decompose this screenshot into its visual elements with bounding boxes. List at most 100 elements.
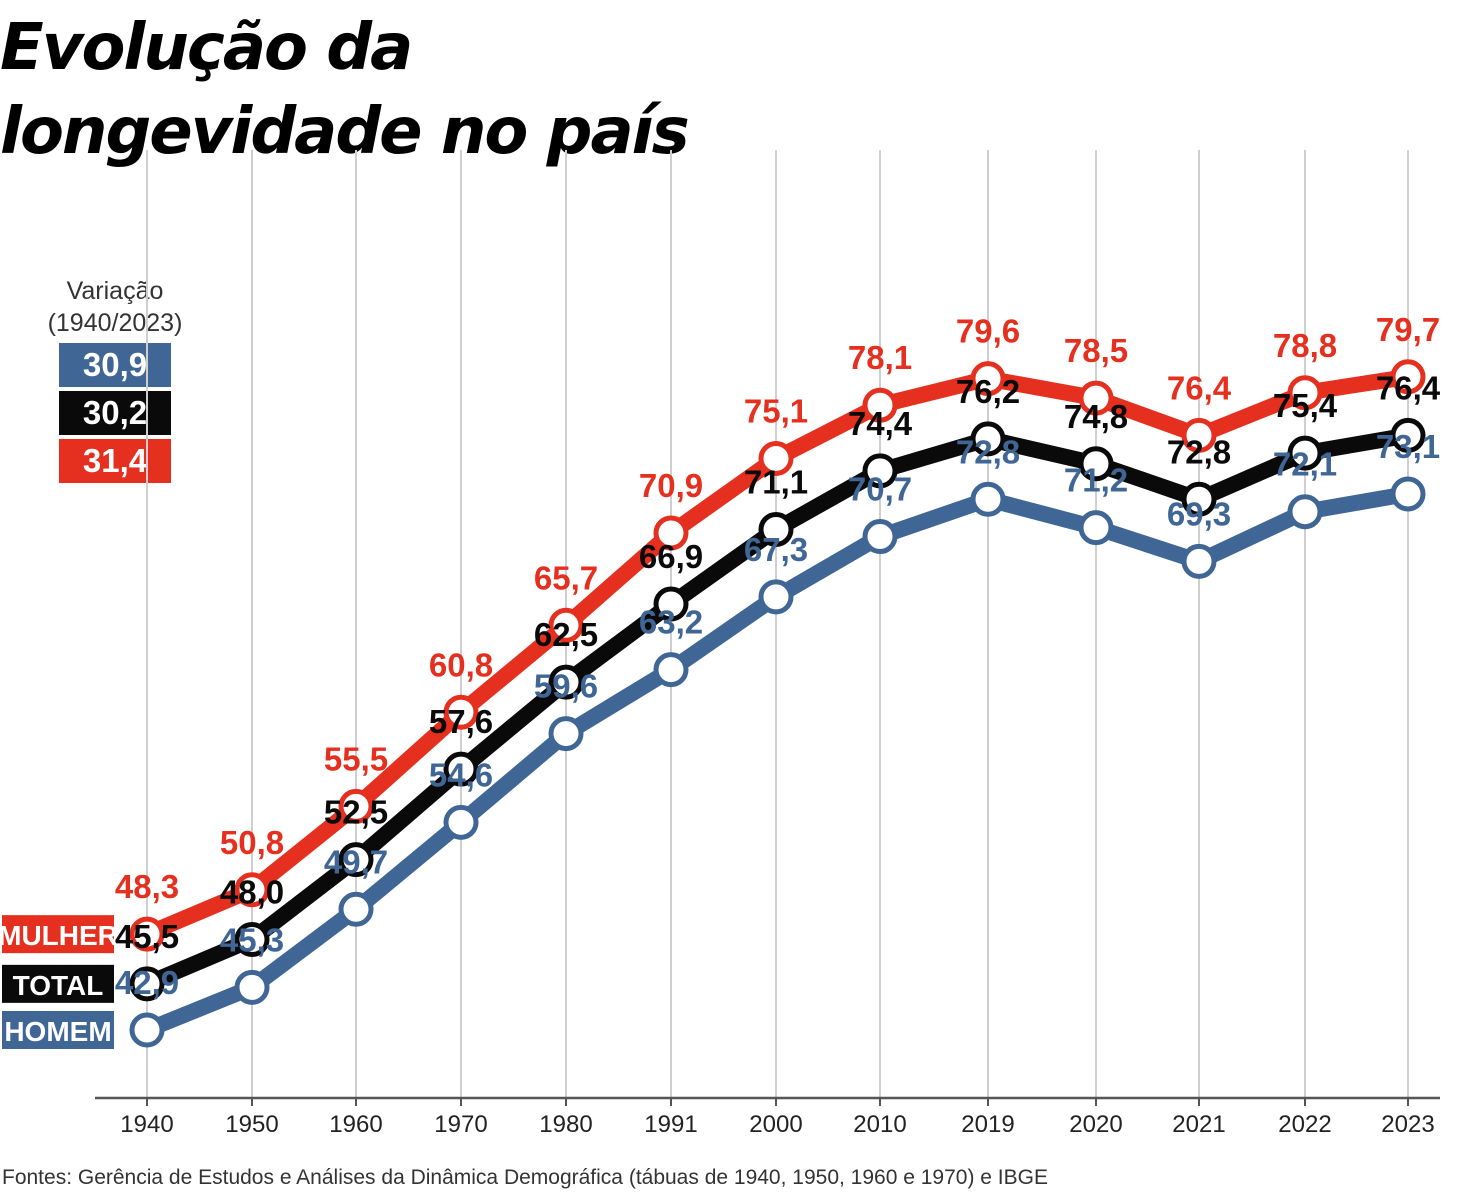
data-label-homem-2020: 71,2: [1064, 462, 1128, 499]
point-homem-1940: [129, 1012, 165, 1048]
title-line-2: longevidade no país: [0, 95, 690, 169]
series-tag-mulher: MULHER: [0, 920, 118, 951]
data-label-total-2019: 76,2: [956, 373, 1020, 410]
x-tick-label-2000: 2000: [749, 1111, 802, 1138]
variation-homem-badge: 30,9: [59, 343, 171, 387]
grid-layer: [146, 150, 1409, 1098]
data-label-homem-1980: 59,6: [534, 668, 598, 705]
data-label-layer: 48,3 50,8 55,5 60,8 65,7 70,9 75,1 78,1 79,6 78,5…: [115, 311, 1441, 1001]
point-mulher-2019: [970, 361, 1006, 397]
data-label-mulher-2020: 78,5: [1064, 332, 1128, 369]
point-total-1940: [129, 966, 165, 1002]
data-label-mulher-1980: 65,7: [534, 559, 598, 596]
point-homem-2010: [862, 519, 898, 555]
point-total-2022: [1287, 435, 1323, 471]
series-layer: [129, 359, 1426, 1048]
point-homem-1980: [548, 716, 584, 752]
point-homem-2000: [758, 579, 794, 615]
point-homem-2021: [1181, 543, 1217, 579]
data-label-homem-2022: 72,1: [1273, 446, 1337, 483]
x-tick-label-2023: 2023: [1381, 1111, 1434, 1138]
point-mulher-1980: [548, 607, 584, 643]
x-tick-label-1960: 1960: [329, 1111, 382, 1138]
data-label-total-2010: 74,4: [848, 405, 913, 442]
point-mulher-2010: [862, 387, 898, 423]
variation-total-badge: 30,2: [59, 391, 171, 435]
x-tick-label-2021: 2021: [1172, 1111, 1225, 1138]
source-note: Fontes: Gerência de Estudos e Análises d…: [2, 1166, 1048, 1189]
data-label-mulher-1991: 70,9: [639, 467, 703, 504]
series-tag-homem: HOMEM: [4, 1016, 111, 1047]
point-homem-2020: [1078, 510, 1114, 546]
point-homem-2022: [1287, 494, 1323, 530]
data-label-mulher-2021: 76,4: [1167, 369, 1232, 406]
series-tag-box-total: [2, 964, 114, 1003]
x-axis: 1940 1950 1960 1970 1980 1991 2000 2010 2019 2020…: [95, 1096, 1440, 1138]
data-label-total-2000: 71,1: [744, 463, 808, 500]
data-label-homem-2023: 73,1: [1376, 428, 1440, 465]
point-mulher-2021: [1181, 417, 1217, 453]
title-line-1: Evolução da: [0, 11, 413, 85]
point-total-2010: [862, 453, 898, 489]
variation-legend: Variação (1940/2023) 30,9 30,2 31,4: [40, 275, 190, 483]
point-mulher-1940: [129, 916, 165, 952]
data-label-homem-1970: 54,6: [429, 756, 493, 793]
point-total-1970: [443, 751, 479, 787]
point-homem-1970: [443, 804, 479, 840]
data-label-homem-2021: 69,3: [1167, 495, 1231, 532]
series-tag-layer: MULHER TOTAL HOMEM: [0, 915, 118, 1049]
point-total-2019: [970, 421, 1006, 457]
point-mulher-1970: [443, 694, 479, 730]
data-label-mulher-1950: 50,8: [220, 824, 284, 861]
data-label-total-1991: 66,9: [639, 538, 703, 575]
data-label-mulher-1970: 60,8: [429, 646, 493, 683]
data-label-total-1950: 48,0: [220, 873, 284, 910]
data-label-total-1970: 57,6: [429, 703, 493, 740]
variation-label-line-2: (1940/2023): [47, 309, 183, 337]
point-total-2020: [1078, 446, 1114, 482]
data-label-mulher-1940: 48,3: [115, 868, 179, 905]
point-total-2021: [1181, 481, 1217, 517]
point-homem-2023: [1390, 476, 1426, 512]
series-tag-box-homem: [2, 1011, 114, 1049]
x-tick-label-1940: 1940: [120, 1111, 173, 1138]
point-mulher-2023: [1390, 359, 1426, 395]
point-total-2023: [1390, 417, 1426, 453]
x-tick-label-2020: 2020: [1069, 1111, 1122, 1138]
point-mulher-1950: [234, 872, 270, 908]
data-label-homem-2000: 67,3: [744, 531, 808, 568]
data-label-mulher-2019: 79,6: [956, 313, 1020, 350]
data-label-mulher-2010: 78,1: [848, 339, 912, 376]
data-label-total-1960: 52,5: [324, 794, 388, 831]
point-mulher-1960: [338, 788, 374, 824]
point-total-1950: [234, 921, 270, 957]
point-total-2000: [758, 511, 794, 547]
data-label-total-1980: 62,5: [534, 616, 598, 653]
x-tick-label-1991: 1991: [644, 1111, 697, 1138]
data-label-mulher-2000: 75,1: [744, 392, 808, 429]
series-tag-box-mulher: [2, 915, 114, 954]
data-label-homem-2019: 72,8: [956, 433, 1020, 470]
data-label-total-2022: 75,4: [1273, 387, 1338, 424]
point-homem-1960: [338, 891, 374, 927]
point-total-1991: [653, 586, 689, 622]
data-label-homem-1950: 45,3: [220, 921, 284, 958]
point-homem-2019: [970, 481, 1006, 517]
variation-mulher-badge: 31,4: [59, 439, 171, 483]
data-label-total-1940: 45,5: [115, 918, 179, 955]
chart-title: Evolução da longevidade no país: [0, 6, 690, 174]
point-mulher-1991: [653, 515, 689, 551]
x-tick-label-2010: 2010: [853, 1111, 906, 1138]
point-total-1960: [338, 842, 374, 878]
point-mulher-2022: [1287, 375, 1323, 411]
point-total-1980: [548, 664, 584, 700]
data-label-homem-1960: 49,7: [324, 843, 388, 880]
data-label-homem-1991: 63,2: [639, 604, 703, 641]
data-label-homem-2010: 70,7: [848, 471, 912, 508]
point-homem-1950: [234, 969, 270, 1005]
x-tick-label-1970: 1970: [434, 1111, 487, 1138]
point-mulher-2000: [758, 440, 794, 476]
data-label-total-2020: 74,8: [1064, 398, 1128, 435]
data-label-mulher-2022: 78,8: [1273, 327, 1337, 364]
